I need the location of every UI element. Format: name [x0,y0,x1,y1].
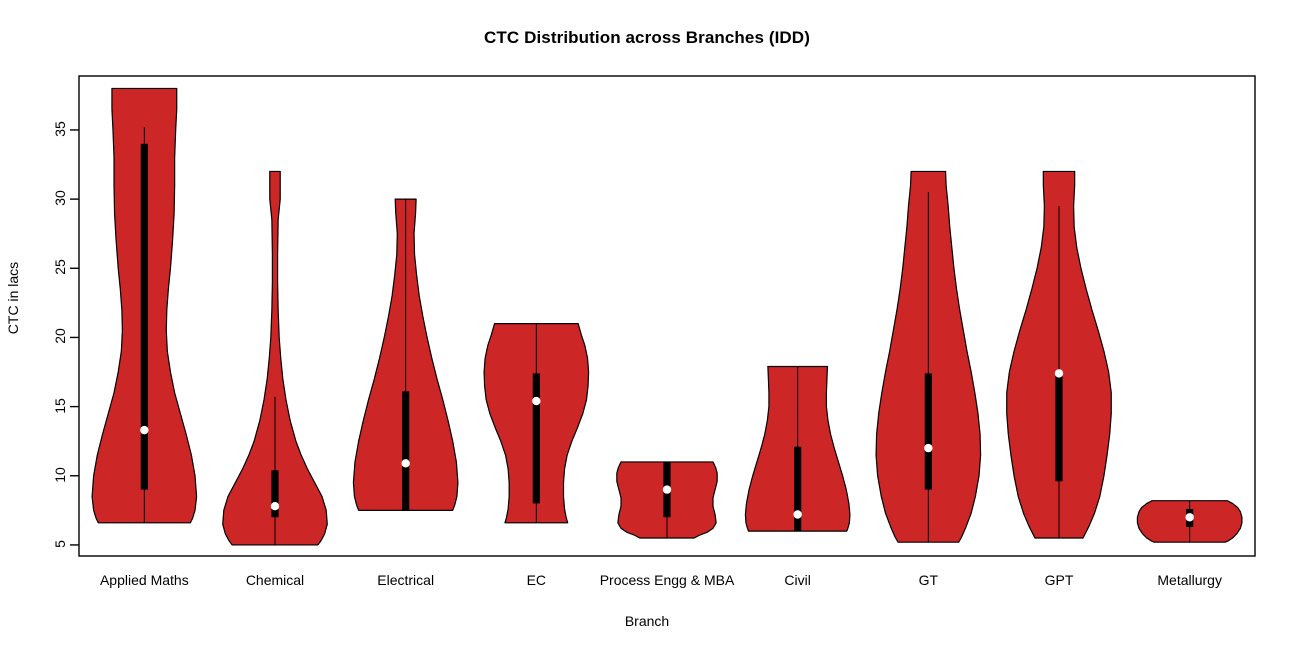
violin-ec [483,323,590,524]
violin-layer [91,87,1243,546]
iqr-box [532,373,540,504]
x-axis-tick-label: Electrical [377,572,435,588]
median-point [532,396,541,406]
violin-metallurgy [1136,500,1243,543]
y-axis-tick-label: 15 [52,397,68,414]
median-point [924,443,933,453]
violin-electrical [352,198,459,511]
y-axis-tick-label: 35 [52,121,68,137]
y-axis-tick-label: 20 [52,328,68,345]
y-axis-tick-label: 25 [52,259,68,276]
chart-title: CTC Distribution across Branches (IDD) [484,28,810,47]
x-axis-tick-label: Process Engg & MBA [599,572,735,588]
y-axis-tick-label: 5 [52,540,68,548]
iqr-box [1055,373,1063,482]
y-axis-tick-label: 10 [52,466,68,483]
violin-gt [875,170,982,543]
x-axis-tick-label: GPT [1044,572,1074,588]
x-axis-tick-label: EC [526,572,547,588]
plot-frame [78,75,1256,557]
axis-layer [70,75,1256,557]
median-point [1185,513,1194,522]
median-point [662,485,672,494]
median-point [401,459,410,468]
violin-civil [744,365,851,532]
x-axis-tick-label: Metallurgy [1157,572,1222,588]
iqr-box [402,391,410,511]
x-axis-label: Branch [624,613,670,629]
violin-process-engg-mba [616,461,718,539]
iqr-box [794,446,802,532]
violin-gpt [1006,170,1112,539]
violin-body [222,170,328,546]
median-point [140,425,149,435]
median-point [270,502,280,511]
median-point [1054,369,1064,378]
iqr-box [140,143,148,490]
iqr-box [271,470,279,518]
y-axis-tick-label: 30 [52,190,68,206]
violin-chemical [222,170,328,546]
median-point [793,510,802,519]
x-axis-tick-label: Civil [784,572,811,588]
x-axis-tick-label: GT [918,572,939,588]
iqr-box [924,373,932,490]
x-axis-tick-label: Chemical [245,572,305,588]
x-axis-tick-label: Applied Maths [99,572,189,588]
violin-applied-maths [91,87,198,524]
